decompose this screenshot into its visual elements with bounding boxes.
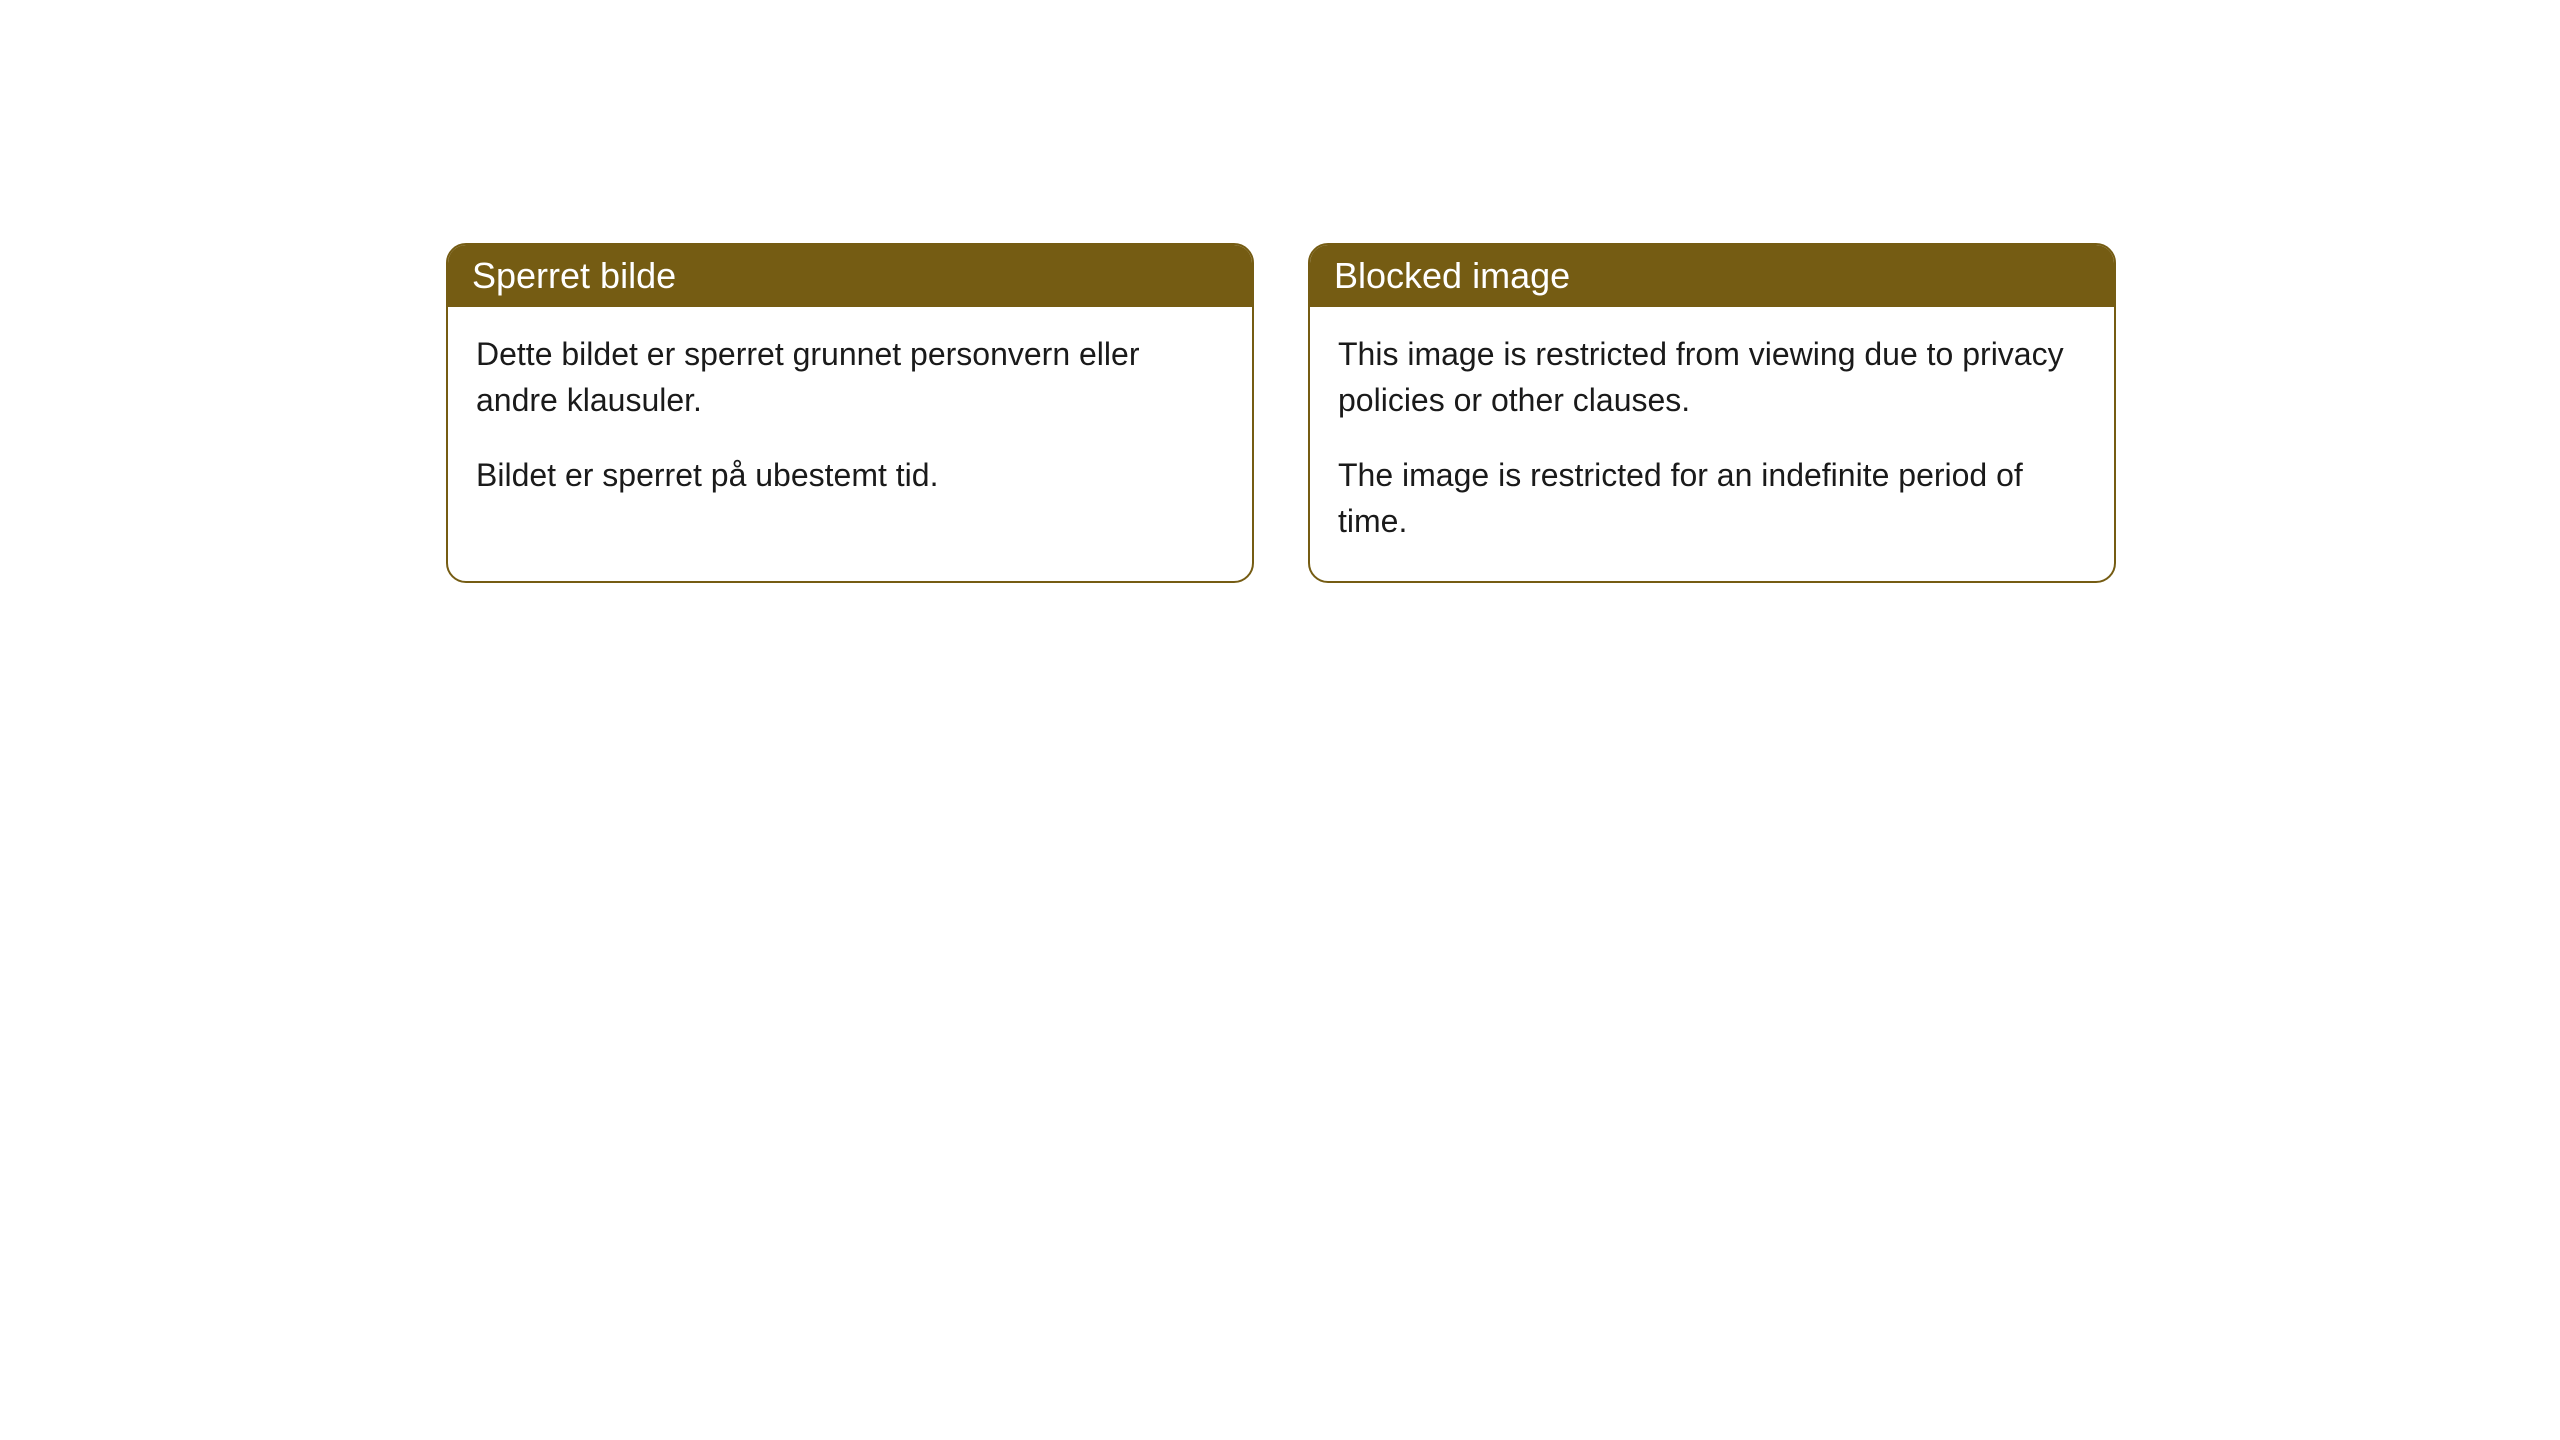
card-header-english: Blocked image xyxy=(1310,245,2114,307)
card-paragraph-1: This image is restricted from viewing du… xyxy=(1338,331,2086,424)
card-body-english: This image is restricted from viewing du… xyxy=(1310,307,2114,581)
notice-cards-container: Sperret bilde Dette bildet er sperret gr… xyxy=(446,243,2116,583)
card-body-norwegian: Dette bildet er sperret grunnet personve… xyxy=(448,307,1252,534)
card-title: Blocked image xyxy=(1334,255,1570,296)
card-paragraph-2: The image is restricted for an indefinit… xyxy=(1338,452,2086,545)
card-title: Sperret bilde xyxy=(472,255,676,296)
card-header-norwegian: Sperret bilde xyxy=(448,245,1252,307)
card-paragraph-1: Dette bildet er sperret grunnet personve… xyxy=(476,331,1224,424)
blocked-image-card-english: Blocked image This image is restricted f… xyxy=(1308,243,2116,583)
blocked-image-card-norwegian: Sperret bilde Dette bildet er sperret gr… xyxy=(446,243,1254,583)
card-paragraph-2: Bildet er sperret på ubestemt tid. xyxy=(476,452,1224,498)
